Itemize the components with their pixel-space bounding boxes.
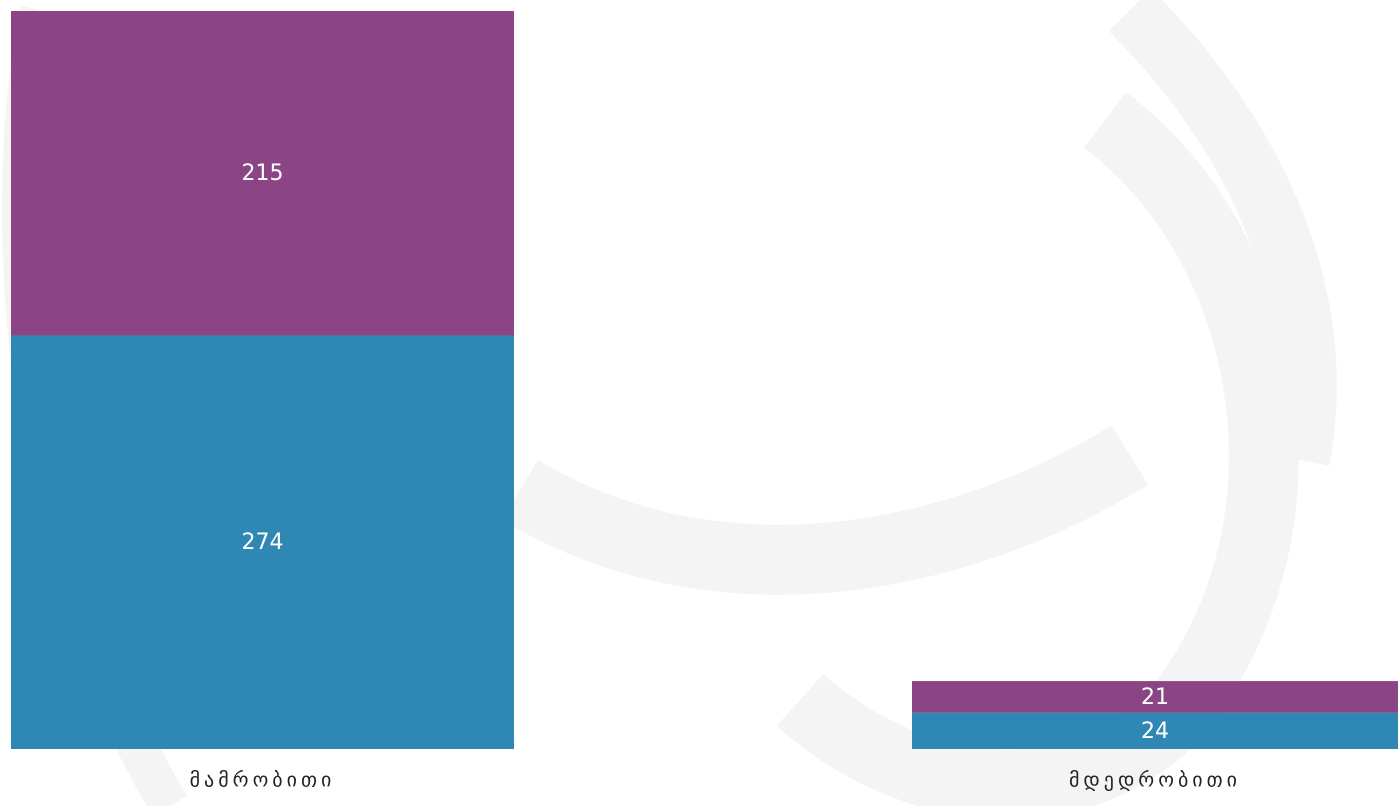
category-label-0: მამრობითი [190, 768, 336, 792]
bar-segment-1-0 [912, 712, 1398, 749]
bar-segment-0-0 [11, 335, 514, 749]
data-label-1-0: 24 [1141, 719, 1169, 744]
data-label-0-1: 215 [242, 161, 284, 186]
bar-segment-1-1 [912, 681, 1398, 713]
bars-group [11, 11, 1398, 749]
data-label-1-1: 21 [1141, 685, 1169, 710]
data-label-0-0: 274 [242, 530, 284, 555]
category-labels-group: მამრობითი მდედრობითი [190, 768, 1241, 792]
bar-segment-0-1 [11, 11, 514, 336]
data-labels-group: 274 215 24 21 [242, 161, 1170, 744]
category-label-1: მდედრობითი [1069, 768, 1241, 792]
